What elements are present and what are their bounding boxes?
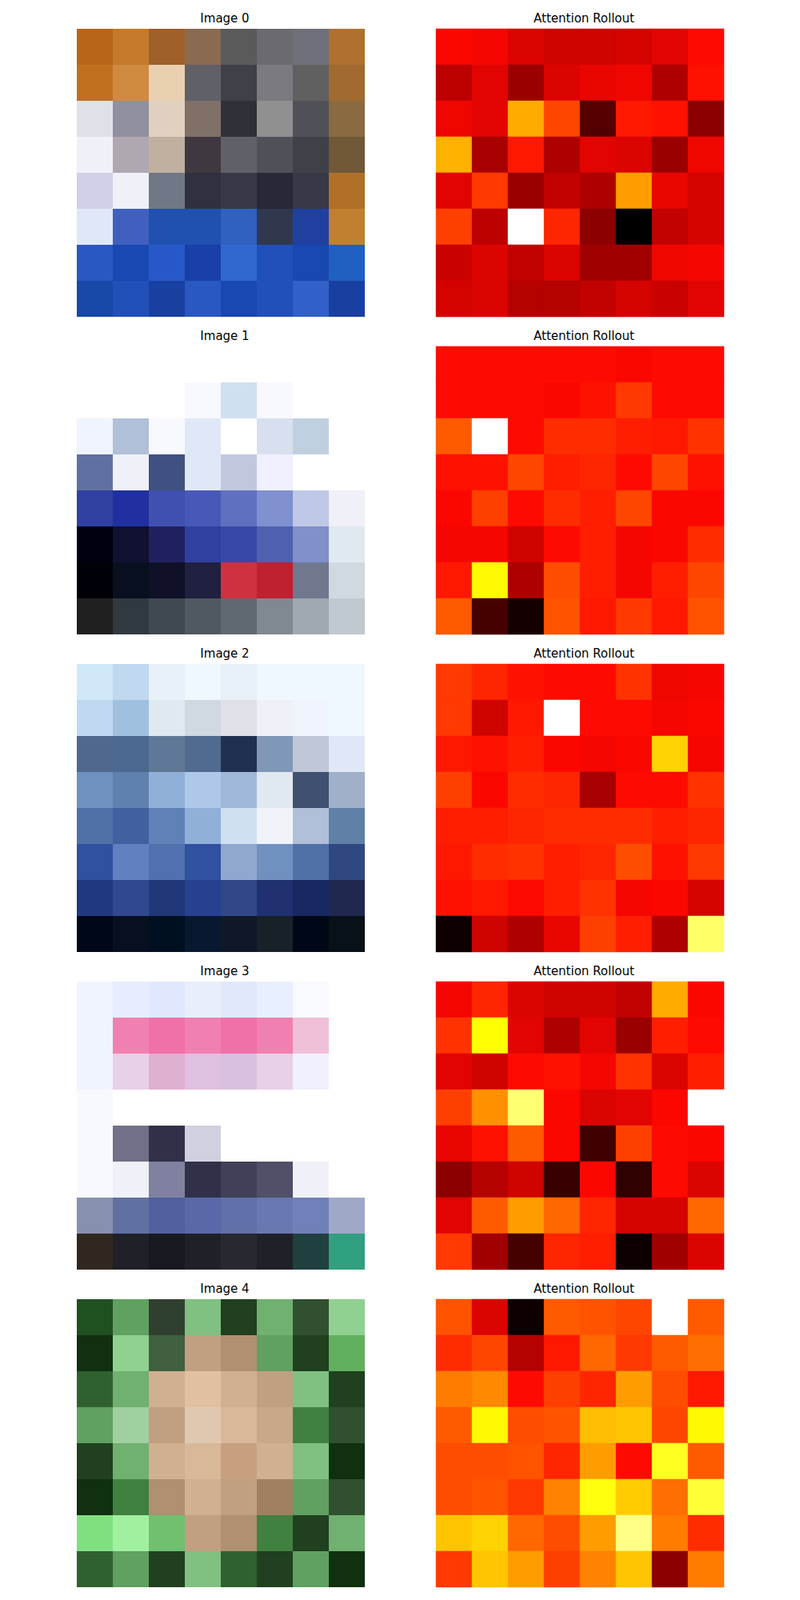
svg-text:Image 0: Image 0 — [200, 11, 249, 26]
svg-text:Attention Rollout: Attention Rollout — [533, 11, 635, 26]
svg-text:Image 1: Image 1 — [200, 328, 249, 344]
svg-text:Attention Rollout: Attention Rollout — [533, 1281, 635, 1296]
svg-text:Image 4: Image 4 — [200, 1281, 249, 1296]
svg-text:Attention Rollout: Attention Rollout — [533, 646, 635, 661]
svg-text:Image 2: Image 2 — [200, 646, 249, 661]
svg-text:Attention Rollout: Attention Rollout — [533, 964, 635, 979]
svg-text:Attention Rollout: Attention Rollout — [533, 328, 635, 344]
svg-text:Image 3: Image 3 — [200, 964, 249, 979]
